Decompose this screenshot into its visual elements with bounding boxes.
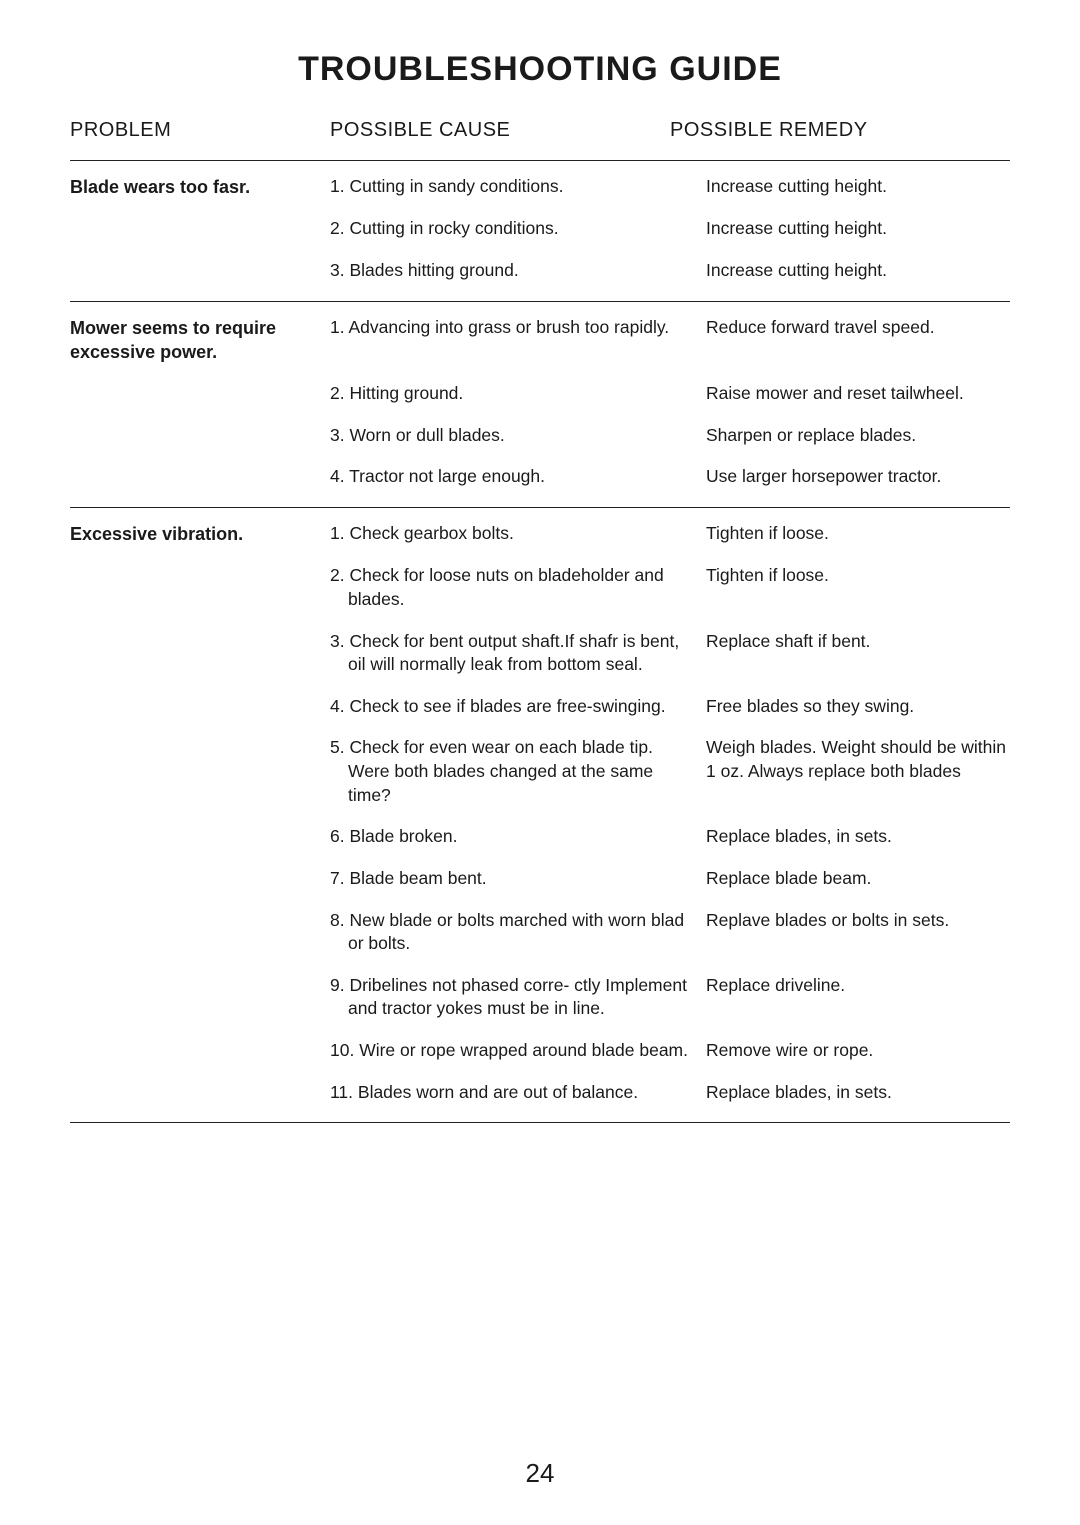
cause-text: 3. Blades hitting ground. [330, 259, 706, 283]
header-remedy: POSSIBLE REMEDY [670, 119, 1010, 142]
remedy-text: Increase cutting height. [706, 259, 1010, 283]
remedy-text: Replave blades or bolts in sets. [706, 909, 1010, 956]
column-headers: PROBLEM POSSIBLE CAUSE POSSIBLE REMEDY [70, 119, 1010, 142]
problem-label: Mower seems to require excessive power. [70, 316, 330, 365]
cause-text: 3. Worn or dull blades. [330, 424, 706, 448]
cause-text: 8. New blade or bolts marched with worn … [330, 909, 706, 956]
table-row: 3. Worn or dull blades. Sharpen or repla… [70, 424, 1010, 448]
remedy-text: Replace blades, in sets. [706, 825, 1010, 849]
remedy-text: Increase cutting height. [706, 217, 1010, 241]
table-row: 2. Check for loose nuts on bladeholder a… [70, 564, 1010, 611]
header-problem: PROBLEM [70, 119, 330, 142]
section-blade-wears: Blade wears too fasr. 1. Cutting in sand… [70, 160, 1010, 283]
table-row: 2. Cutting in rocky conditions. Increase… [70, 217, 1010, 241]
remedy-text: Tighten if loose. [706, 522, 1010, 546]
problem-label: Blade wears too fasr. [70, 175, 330, 199]
page-title: TROUBLESHOOTING GUIDE [70, 50, 1010, 89]
cause-text: 2. Check for loose nuts on bladeholder a… [330, 564, 706, 611]
page: TROUBLESHOOTING GUIDE PROBLEM POSSIBLE C… [0, 0, 1080, 1525]
table-row: Excessive vibration. 1. Check gearbox bo… [70, 522, 1010, 546]
header-cause: POSSIBLE CAUSE [330, 119, 670, 142]
cause-text: 1. Advancing into grass or brush too rap… [330, 316, 706, 365]
section-excessive-power: Mower seems to require excessive power. … [70, 301, 1010, 489]
cause-text: 3. Check for bent output shaft.If shafr … [330, 630, 706, 677]
end-rule [70, 1122, 1010, 1123]
remedy-text: Replace blades, in sets. [706, 1081, 1010, 1105]
remedy-text: Replace shaft if bent. [706, 630, 1010, 677]
table-row: 10. Wire or rope wrapped around blade be… [70, 1039, 1010, 1063]
table-row: Mower seems to require excessive power. … [70, 316, 1010, 365]
table-row: 6. Blade broken. Replace blades, in sets… [70, 825, 1010, 849]
cause-text: 5. Check for even wear on each blade tip… [330, 736, 706, 807]
cause-text: 4. Check to see if blades are free-swing… [330, 695, 706, 719]
table-row: 4. Check to see if blades are free-swing… [70, 695, 1010, 719]
cause-text: 4. Tractor not large enough. [330, 465, 706, 489]
cause-text: 10. Wire or rope wrapped around blade be… [330, 1039, 706, 1063]
remedy-text: Remove wire or rope. [706, 1039, 1010, 1063]
remedy-text: Tighten if loose. [706, 564, 1010, 611]
remedy-text: Increase cutting height. [706, 175, 1010, 199]
table-row: 8. New blade or bolts marched with worn … [70, 909, 1010, 956]
cause-text: 2. Cutting in rocky conditions. [330, 217, 706, 241]
table-row: 5. Check for even wear on each blade tip… [70, 736, 1010, 807]
cause-text: 1. Check gearbox bolts. [330, 522, 706, 546]
cause-text: 11. Blades worn and are out of balance. [330, 1081, 706, 1105]
cause-text: 1. Cutting in sandy conditions. [330, 175, 706, 199]
remedy-text: Reduce forward travel speed. [706, 316, 1010, 365]
remedy-text: Sharpen or replace blades. [706, 424, 1010, 448]
table-row: 4. Tractor not large enough. Use larger … [70, 465, 1010, 489]
cause-text: 7. Blade beam bent. [330, 867, 706, 891]
page-number: 24 [0, 1458, 1080, 1489]
table-row: 2. Hitting ground. Raise mower and reset… [70, 382, 1010, 406]
remedy-text: Use larger horsepower tractor. [706, 465, 1010, 489]
table-row: 7. Blade beam bent. Replace blade beam. [70, 867, 1010, 891]
table-row: 3. Blades hitting ground. Increase cutti… [70, 259, 1010, 283]
remedy-text: Replace driveline. [706, 974, 1010, 1021]
table-row: Blade wears too fasr. 1. Cutting in sand… [70, 175, 1010, 199]
cause-text: 2. Hitting ground. [330, 382, 706, 406]
table-row: 3. Check for bent output shaft.If shafr … [70, 630, 1010, 677]
table-row: 11. Blades worn and are out of balance. … [70, 1081, 1010, 1105]
remedy-text: Weigh blades. Weight should be within 1 … [706, 736, 1010, 807]
remedy-text: Free blades so they swing. [706, 695, 1010, 719]
remedy-text: Replace blade beam. [706, 867, 1010, 891]
section-excessive-vibration: Excessive vibration. 1. Check gearbox bo… [70, 507, 1010, 1104]
problem-label: Excessive vibration. [70, 522, 330, 546]
table-row: 9. Dribelines not phased corre- ctly Imp… [70, 974, 1010, 1021]
remedy-text: Raise mower and reset tailwheel. [706, 382, 1010, 406]
cause-text: 6. Blade broken. [330, 825, 706, 849]
cause-text: 9. Dribelines not phased corre- ctly Imp… [330, 974, 706, 1021]
